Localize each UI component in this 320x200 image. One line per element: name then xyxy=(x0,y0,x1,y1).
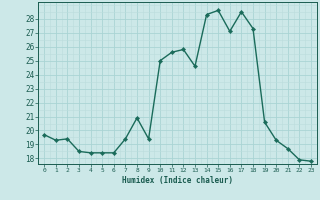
X-axis label: Humidex (Indice chaleur): Humidex (Indice chaleur) xyxy=(122,176,233,185)
